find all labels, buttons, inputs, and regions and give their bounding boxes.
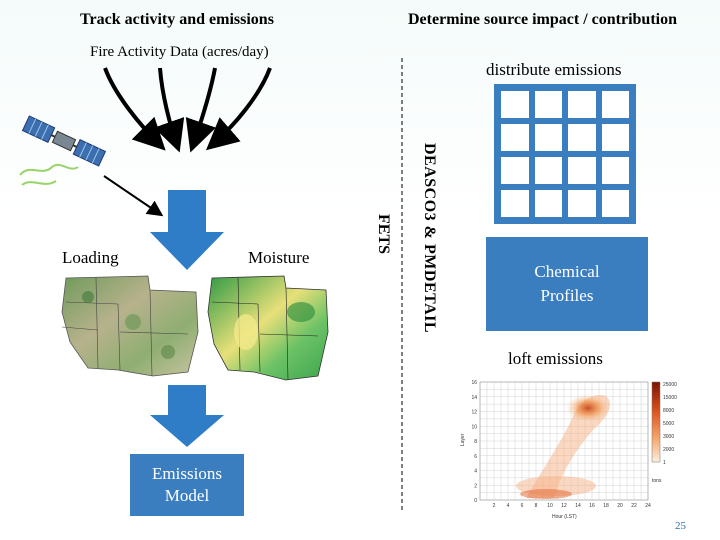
colorbar-tick-label: 5000: [663, 421, 674, 427]
loading-label: Loading: [62, 248, 119, 267]
satellite-arrow: [103, 175, 164, 217]
x-tick-label: 10: [547, 503, 553, 509]
colorbar-tick-label: 2000: [663, 447, 674, 453]
grid-cell: [601, 157, 629, 184]
colorbar-tick-label: 15000: [663, 395, 677, 401]
grid-cell: [601, 91, 629, 118]
x-tick-label: 4: [507, 503, 510, 509]
x-tick-label: 20: [617, 503, 623, 509]
grid-cell: [601, 124, 629, 151]
plot-ylabel: Layer: [460, 433, 466, 446]
y-tick-label: 2: [474, 483, 477, 489]
plot-xlabel: Hour (LST): [552, 514, 577, 520]
grid-cell: [534, 124, 562, 151]
x-tick-label: 16: [589, 503, 595, 509]
chemical-profiles-label: Chemical Profiles: [534, 262, 600, 305]
x-tick-label: 18: [603, 503, 609, 509]
colorbar-tick-label: 1: [663, 460, 666, 466]
grid-cell: [568, 91, 596, 118]
grid-cell: [534, 91, 562, 118]
y-tick-label: 14: [471, 395, 477, 401]
moisture-label: Moisture: [248, 248, 310, 267]
chemical-profiles-box: Chemical Profiles: [486, 237, 648, 331]
colorbar: [651, 381, 661, 463]
right-title: Determine source impact / contribution: [408, 11, 677, 28]
loft-plot: 25000 15000 8000 5000 3000 2000 1 16 14 12 10 8 6 4 2…: [460, 380, 677, 520]
grid-cell: [568, 190, 596, 217]
colorbar-tick-label: 25000: [663, 382, 677, 388]
y-tick-label: 10: [471, 424, 477, 430]
grid-cell: [501, 91, 529, 118]
y-tick-label: 12: [471, 410, 477, 416]
grid-cell: [601, 190, 629, 217]
y-tick-label: 4: [474, 469, 477, 475]
satellite-icon: [19, 115, 107, 186]
y-tick-label: 6: [474, 454, 477, 460]
grid-cell: [534, 190, 562, 217]
y-tick-label: 8: [474, 439, 477, 445]
left-title: Track activity and emissions: [80, 11, 274, 28]
fire-activity-label: Fire Activity Data (acres/day): [90, 44, 269, 60]
loft-emissions-label: loft emissions: [508, 349, 603, 368]
x-tick-label: 22: [631, 503, 637, 509]
page-number: 25: [675, 520, 686, 532]
x-tick-label: 8: [535, 503, 538, 509]
x-tick-label: 24: [645, 503, 651, 509]
grid-cell: [501, 190, 529, 217]
grid-cell: [534, 157, 562, 184]
grid-cell: [501, 157, 529, 184]
emissions-model-box: Emissions Model: [130, 454, 244, 516]
colorbar-tick-label: 8000: [663, 408, 674, 414]
distribute-emissions-label: distribute emissions: [486, 60, 622, 79]
colorbar-tick-label: 3000: [663, 434, 674, 440]
deasco-pmdetail-label: DEASCO3 & PMDETAIL: [421, 143, 438, 334]
fets-label: FETS: [375, 214, 392, 255]
x-tick-label: 12: [561, 503, 567, 509]
emissions-model-label: Emissions Model: [152, 464, 222, 505]
x-tick-label: 14: [575, 503, 581, 509]
x-tick-label: 2: [493, 503, 496, 509]
grid-cell: [568, 124, 596, 151]
colorbar-unit: tons: [652, 478, 662, 484]
grid-cell: [568, 157, 596, 184]
down-arrow-1: [150, 190, 224, 270]
down-arrow-2: [150, 385, 224, 447]
loading-map: [61, 275, 199, 377]
grid-cell: [501, 124, 529, 151]
y-tick-label: 0: [474, 498, 477, 504]
y-tick-label: 16: [471, 380, 477, 386]
x-tick-label: 6: [521, 503, 524, 509]
moisture-map: [207, 275, 329, 381]
emissions-grid: [494, 84, 636, 224]
